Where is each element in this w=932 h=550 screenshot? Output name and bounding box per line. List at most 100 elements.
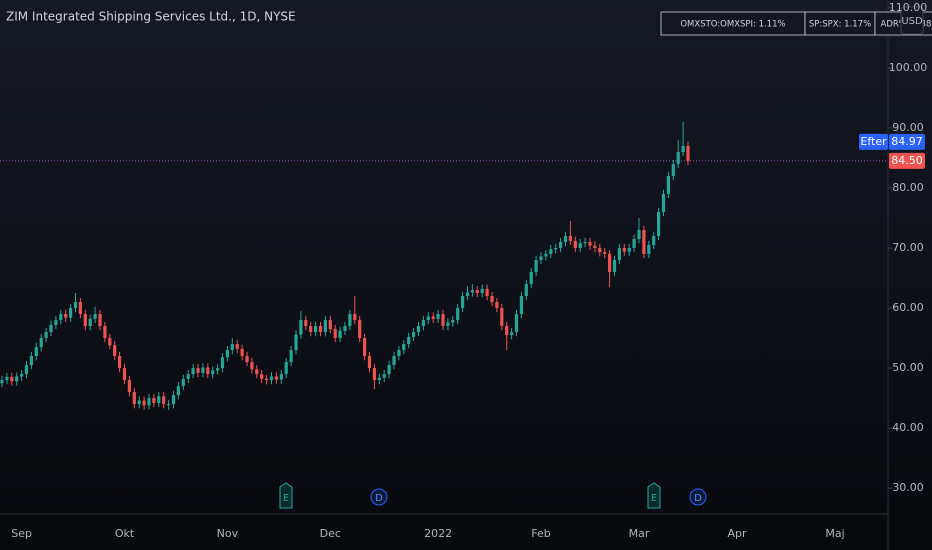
extended-name-badge: [859, 133, 888, 150]
candle-body: [524, 284, 528, 297]
event-label: E: [651, 493, 657, 504]
candle-body: [29, 356, 33, 366]
candle-body: [186, 374, 190, 379]
candle-body: [441, 314, 445, 327]
y-tick-label: 40.00: [892, 421, 924, 434]
candle-body: [20, 374, 24, 377]
candle-body: [612, 260, 617, 273]
candle-body: [588, 241, 592, 246]
candle-body: [353, 314, 357, 321]
candle-body: [661, 193, 666, 212]
candle-body: [387, 365, 391, 375]
candle-body: [49, 324, 53, 333]
candle-body: [64, 314, 68, 318]
x-tick-label: Dec: [320, 527, 341, 540]
candle-body: [279, 374, 283, 380]
y-tick-label: 90.00: [892, 121, 924, 134]
indicator-table: OMXSTO:OMXSPI: 1.11%SP:SPX: 1.17%ADR%: 5…: [660, 11, 932, 36]
currency[interactable]: USD: [901, 16, 923, 27]
candle-body: [176, 386, 180, 396]
candle-body: [622, 247, 626, 252]
x-tick-label: 2022: [424, 527, 452, 540]
candle-body: [617, 247, 621, 261]
candle-body: [568, 235, 572, 241]
candle-body: [529, 272, 533, 285]
candle-body: [181, 378, 185, 387]
candle-body: [632, 238, 636, 248]
last-price-badge: [889, 152, 925, 169]
candle-body: [338, 330, 342, 339]
candle-body: [461, 296, 465, 309]
candle-body: [593, 245, 597, 248]
candle-body: [392, 356, 396, 366]
candle-body: [162, 396, 166, 405]
candle-body: [152, 398, 156, 403]
candle-body: [465, 292, 470, 297]
event-marker: [647, 482, 661, 509]
candle-body: [686, 145, 690, 161]
candle-body: [132, 392, 136, 405]
candle-body: [416, 326, 421, 333]
candle-body: [137, 400, 141, 405]
indicator-text: OMXSTO:OMXSPI: 1.11%: [680, 20, 785, 30]
candle-body: [382, 374, 386, 378]
candle-body: [652, 235, 656, 245]
candle-body: [627, 247, 631, 252]
candle-body: [167, 404, 171, 406]
x-tick-label: Maj: [825, 527, 844, 540]
y-tick-label: 70.00: [892, 241, 924, 254]
x-tick-label: Nov: [217, 527, 239, 540]
candle-body: [554, 247, 558, 250]
candle-body: [377, 377, 381, 381]
x-tick-label: Feb: [531, 527, 550, 540]
candle-body: [666, 175, 670, 194]
event-marker: [689, 488, 707, 506]
candle-body: [220, 357, 225, 369]
candle-body: [304, 320, 308, 327]
candle-body: [436, 314, 440, 319]
candle-body: [446, 322, 450, 327]
candle-body: [314, 326, 318, 333]
last-price-label: 84.50: [891, 154, 923, 167]
y-tick-label: 50.00: [892, 361, 924, 374]
y-tick-label: 100.00: [889, 61, 928, 74]
candle-body: [157, 396, 161, 403]
x-tick-label: Sep: [11, 527, 32, 540]
candle-body: [426, 316, 430, 321]
candle-body: [24, 365, 29, 375]
currency-button[interactable]: [900, 6, 924, 35]
candle-body: [475, 290, 479, 294]
candle-body: [250, 362, 254, 370]
candle-body: [671, 163, 675, 176]
candle-body: [206, 367, 210, 375]
candle-body: [657, 211, 661, 236]
y-tick-label: 60.00: [892, 301, 924, 314]
candle-body: [343, 326, 347, 331]
extended-name: Efter: [860, 135, 887, 148]
chart-title: ZIM Integrated Shipping Services Ltd., 1…: [6, 10, 296, 24]
x-tick-label: Apr: [727, 527, 747, 540]
candle-body: [69, 308, 73, 318]
candle-body: [367, 356, 372, 369]
candle-body: [573, 240, 577, 248]
candle-body: [10, 377, 14, 382]
candle-body: [480, 288, 484, 294]
candle-body: [505, 326, 509, 336]
candle-body: [431, 316, 435, 319]
candle-body: [328, 320, 332, 330]
x-tick-label: Okt: [115, 527, 135, 540]
candle-body: [289, 350, 293, 363]
candle-body: [269, 376, 274, 381]
event-marker: [279, 482, 293, 509]
candle-body: [235, 344, 239, 349]
candle-body: [211, 370, 215, 375]
candle-body: [15, 376, 19, 382]
candle-body: [637, 229, 641, 239]
candle-body: [118, 356, 122, 369]
event-label: D: [694, 493, 702, 504]
candle-body: [539, 256, 543, 261]
candle-body: [333, 329, 337, 339]
candle-body: [103, 326, 107, 339]
candle-body: [108, 338, 112, 346]
